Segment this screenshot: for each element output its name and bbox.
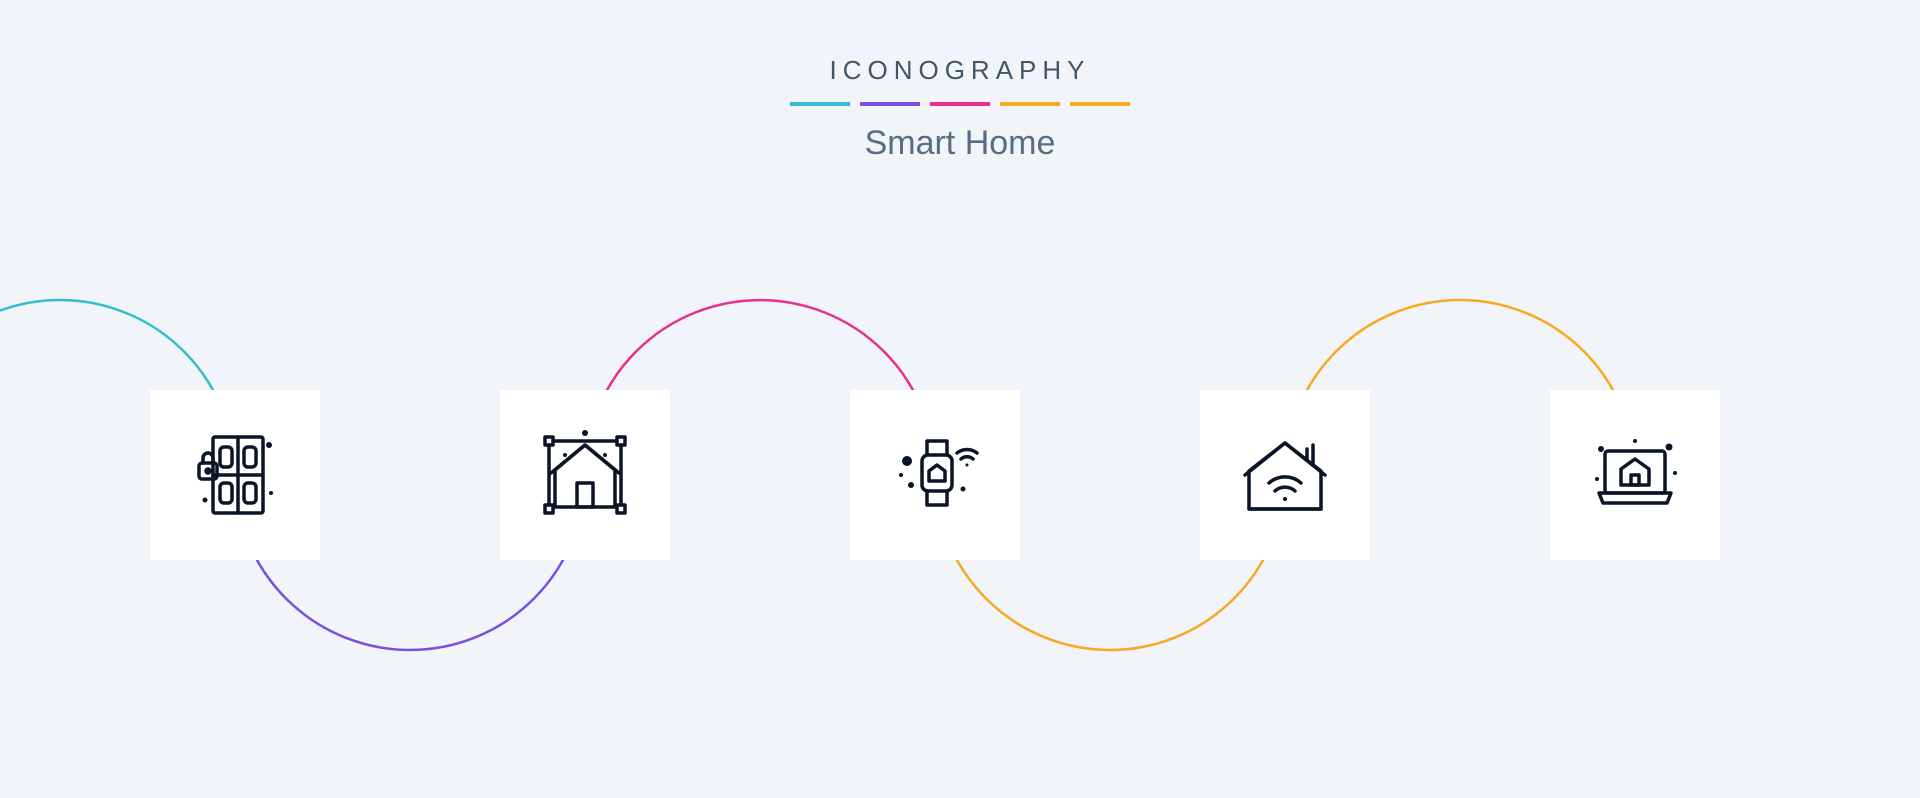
- color-bars: [0, 102, 1920, 106]
- color-bar-2: [860, 102, 920, 106]
- canvas: ICONOGRAPHY Smart Home: [0, 0, 1920, 798]
- color-bar-4: [1000, 102, 1060, 106]
- color-bar-1: [790, 102, 850, 106]
- icon-row: [0, 390, 1920, 590]
- header: ICONOGRAPHY Smart Home: [0, 55, 1920, 163]
- brand-title: ICONOGRAPHY: [0, 55, 1920, 86]
- laptop-home-icon: [1550, 390, 1720, 560]
- smartwatch-home-icon: [850, 390, 1020, 560]
- door-lock-icon: [150, 390, 320, 560]
- color-bar-3: [930, 102, 990, 106]
- color-bar-5: [1070, 102, 1130, 106]
- house-wifi-icon: [1200, 390, 1370, 560]
- house-frame-icon: [500, 390, 670, 560]
- subtitle: Smart Home: [0, 124, 1920, 163]
